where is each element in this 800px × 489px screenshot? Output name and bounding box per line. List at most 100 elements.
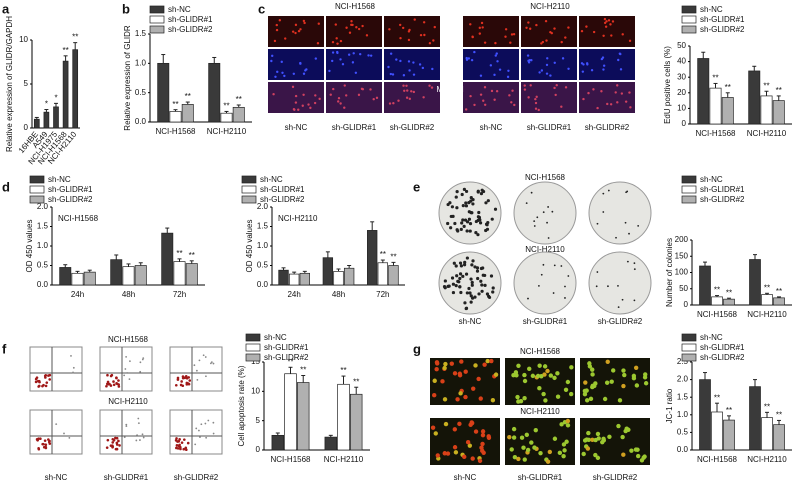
cell	[470, 58, 474, 62]
flow-plot	[29, 346, 83, 392]
bar	[322, 257, 334, 286]
colony	[607, 189, 610, 192]
bar	[72, 49, 79, 129]
cell	[530, 59, 533, 62]
legend-label: sh-GLIDR#1	[700, 185, 745, 194]
legend-swatch	[681, 343, 697, 352]
cell	[369, 54, 373, 57]
cell	[534, 101, 538, 105]
cell	[564, 86, 568, 89]
cell	[601, 436, 606, 442]
cell	[583, 380, 588, 385]
colony	[459, 227, 463, 232]
cell	[493, 98, 496, 101]
cell	[605, 20, 608, 23]
cell	[432, 378, 437, 383]
cell	[443, 361, 448, 367]
cell	[580, 29, 584, 33]
legend-swatch	[241, 185, 257, 194]
cell	[522, 457, 527, 462]
micrograph	[268, 16, 324, 47]
cell	[355, 26, 358, 29]
cell	[275, 23, 278, 27]
cell	[617, 398, 623, 403]
cell	[621, 383, 626, 389]
panel-label: a	[2, 1, 10, 16]
cell	[609, 103, 613, 106]
cell	[590, 437, 595, 442]
panel-label: e	[413, 179, 420, 194]
significance: **	[353, 377, 359, 386]
colony	[450, 276, 455, 280]
cell	[294, 31, 297, 35]
cell	[405, 96, 409, 99]
group-label: sh-GLIDR#2	[390, 123, 435, 132]
event	[45, 381, 49, 384]
cell	[318, 97, 321, 101]
y-tick-label: 2.5	[677, 357, 689, 366]
event	[137, 417, 140, 420]
colony	[451, 282, 455, 286]
legend-label: sh-GLIDR#1	[168, 15, 213, 24]
colony	[465, 229, 469, 233]
significance: **	[287, 357, 293, 366]
cell	[642, 375, 648, 380]
cell	[480, 429, 486, 434]
cell	[395, 58, 398, 61]
cell	[565, 423, 571, 428]
event	[123, 436, 126, 439]
cell	[428, 42, 432, 45]
cell	[302, 72, 306, 75]
cell	[611, 368, 616, 373]
bar	[333, 271, 344, 286]
cell	[479, 93, 483, 96]
cell	[422, 21, 426, 24]
bar	[337, 383, 350, 451]
event	[68, 436, 71, 439]
group-label: sh-GLIDR#1	[332, 123, 377, 132]
colony	[449, 226, 453, 230]
cell	[314, 94, 317, 97]
colony	[476, 189, 480, 193]
dish	[438, 251, 502, 315]
cell	[473, 103, 476, 107]
cell	[582, 438, 588, 443]
event	[124, 368, 127, 370]
legend-label: sh-NC	[700, 175, 723, 184]
cell	[343, 106, 346, 109]
cell	[478, 26, 482, 30]
x-tick-label: NCI-H1568	[697, 455, 738, 464]
cell	[443, 421, 449, 427]
colony	[461, 218, 465, 222]
subtitle: NCI-H1568	[58, 214, 99, 223]
cell	[458, 391, 463, 396]
micrograph	[268, 49, 324, 80]
cell	[410, 90, 413, 93]
dish	[513, 251, 577, 315]
cell	[352, 52, 355, 55]
cell	[329, 93, 332, 96]
cell	[526, 54, 530, 57]
cell	[582, 97, 585, 101]
cell	[552, 375, 557, 381]
legend-swatch	[681, 5, 697, 14]
cell	[272, 93, 275, 96]
event	[142, 357, 145, 360]
y-tick-label: 15	[251, 357, 260, 366]
cell	[516, 363, 521, 368]
cell	[523, 88, 527, 91]
cell	[525, 447, 531, 453]
legend-swatch	[241, 195, 257, 204]
colony	[462, 224, 466, 228]
cell	[303, 21, 306, 25]
colony	[464, 306, 468, 311]
legend-swatch	[245, 333, 261, 342]
bar	[288, 273, 300, 286]
cell	[483, 86, 487, 89]
colony	[625, 191, 628, 194]
cell	[339, 102, 342, 105]
cell	[479, 74, 483, 77]
legend-label: sh-NC	[48, 175, 71, 184]
cell	[351, 23, 354, 27]
cell	[545, 368, 550, 374]
